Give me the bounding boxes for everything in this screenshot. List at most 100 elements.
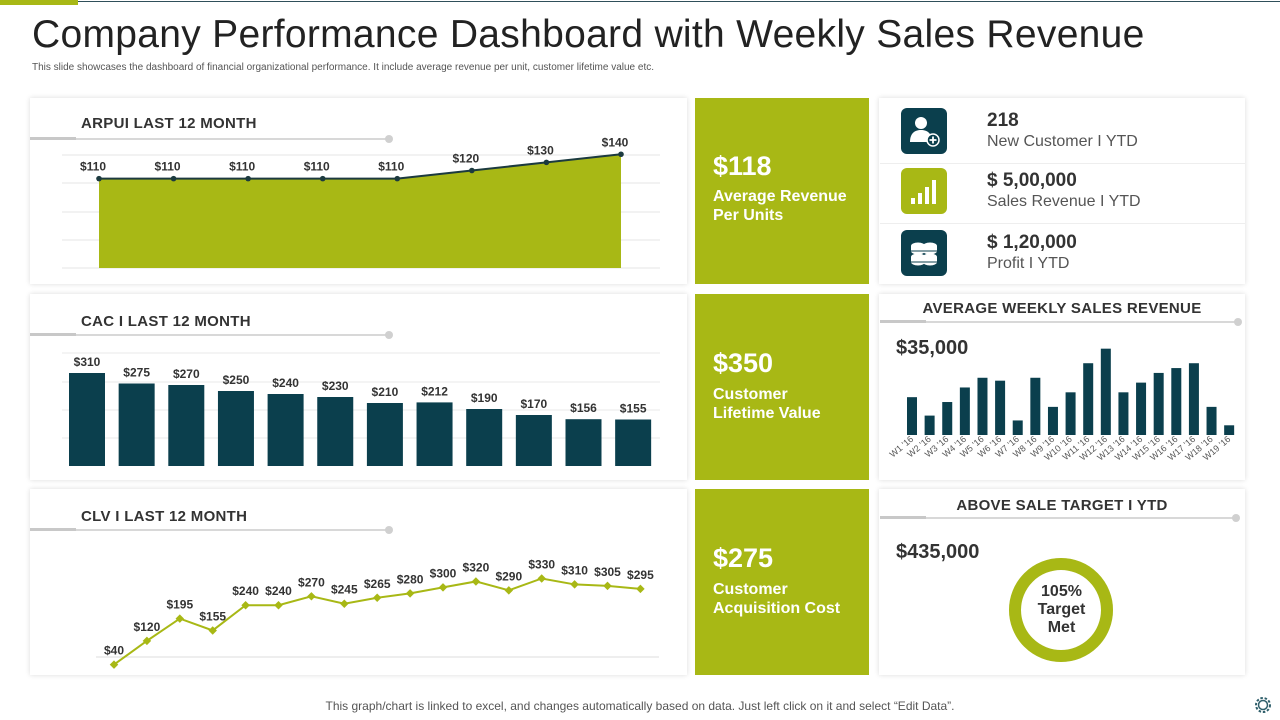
settings-gear-icon[interactable]	[1252, 694, 1274, 716]
clv-data-label: $195	[166, 598, 193, 612]
top-accent-bar	[0, 0, 78, 5]
title-underline	[880, 320, 1238, 323]
arpu-data-label: $110	[378, 160, 404, 174]
clv-data-label: $320	[463, 560, 490, 574]
weekly-bar	[1047, 406, 1058, 435]
page-title: Company Performance Dashboard with Weekl…	[32, 13, 1145, 56]
stat-new-customer-label: New Customer I YTD	[987, 133, 1138, 150]
stat-new-customer-value: 218	[987, 110, 1019, 131]
clv-data-label: $295	[627, 568, 654, 582]
stat-sales-revenue-value: $ 5,00,000	[987, 170, 1077, 191]
cac-chart-title: CAC I LAST 12 MONTH	[81, 313, 251, 330]
cac-bar	[69, 373, 105, 466]
cac-bar	[565, 419, 602, 466]
weekly-bar	[1083, 363, 1094, 435]
kpi-cac-label: Customer Acquisition Cost	[713, 581, 841, 617]
clv-point	[603, 581, 612, 591]
kpi-clv-tile: $350 Customer Lifetime Value	[695, 294, 869, 480]
arpu-point	[543, 159, 550, 166]
title-underline	[30, 333, 387, 336]
arpu-area-chart[interactable]: $110 $110 $110 $110 $110 $120 $130 $140	[30, 98, 687, 284]
clv-data-label: $40	[104, 644, 124, 658]
footnote: This graph/chart is linked to excel, and…	[325, 699, 955, 713]
stat-divider	[880, 223, 1245, 224]
clv-point	[372, 593, 382, 603]
cac-chart-card[interactable]: CAC I LAST 12 MONTH $310 $275 $270 $250 $240…	[30, 294, 687, 480]
kpi-arpu-label: Average Revenue Per Units	[713, 188, 847, 224]
title-underline	[30, 137, 387, 140]
cac-data-label: $275	[123, 366, 150, 380]
kpi-arpu-tile: $118 Average Revenue Per Units	[695, 98, 869, 284]
clv-data-label: $240	[265, 584, 292, 598]
arpu-chart-card[interactable]: ARPUI LAST 12 MONTH $110 $110 $110 $110 $110…	[30, 98, 687, 284]
top-rule	[78, 1, 1280, 2]
cac-bar	[168, 385, 205, 466]
clv-data-label: $300	[430, 566, 457, 580]
page-subtitle: This slide showcases the dashboard of fi…	[32, 62, 655, 73]
weekly-bar	[1136, 382, 1147, 435]
weekly-bar	[1188, 363, 1199, 435]
clv-point	[307, 592, 316, 601]
arpu-point	[245, 175, 251, 182]
weekly-bar	[977, 377, 988, 435]
cac-data-label: $212	[421, 384, 448, 398]
clv-point	[340, 599, 349, 608]
kpi-clv-value: $350	[713, 348, 774, 378]
kpi-arpu-value: $118	[713, 151, 772, 181]
weekly-bar	[942, 402, 953, 435]
cac-bar	[317, 397, 354, 466]
weekly-bar	[959, 387, 970, 435]
clv-data-label: $280	[397, 572, 424, 586]
cac-bar	[267, 394, 304, 466]
cac-bar	[615, 419, 652, 466]
arpu-point	[618, 151, 624, 158]
clv-point	[504, 586, 514, 595]
target-donut-chart[interactable]	[1006, 555, 1116, 665]
clv-point	[274, 600, 283, 610]
weekly-bar	[1224, 425, 1235, 435]
cac-data-label: $156	[570, 401, 597, 415]
weekly-bar	[1171, 368, 1182, 435]
weekly-bar	[1100, 348, 1111, 435]
clv-data-label: $155	[199, 609, 226, 623]
bar-chart-icon	[901, 168, 947, 214]
clv-chart-title: CLV I LAST 12 MONTH	[81, 508, 248, 525]
clv-data-label: $270	[298, 575, 325, 589]
weekly-sales-amount: $35,000	[896, 337, 969, 359]
kpi-cac-tile: $275 Customer Acquisition Cost	[695, 489, 869, 675]
clv-point	[175, 614, 185, 623]
target-percent: 105%	[1041, 583, 1082, 600]
weekly-bar	[1030, 377, 1041, 435]
kpi-clv-label: Customer Lifetime Value	[713, 386, 821, 422]
cac-data-label: $230	[322, 379, 349, 393]
title-dot	[1232, 514, 1240, 522]
arpu-data-label: $140	[602, 135, 629, 149]
stat-profit-value: $ 1,20,000	[987, 232, 1077, 253]
clv-data-label: $310	[561, 563, 588, 577]
sale-target-card[interactable]: ABOVE SALE TARGET I YTD $435,000	[879, 489, 1245, 675]
weekly-bar	[1065, 392, 1076, 435]
clv-point	[636, 584, 645, 594]
weekly-sales-card[interactable]: AVERAGE WEEKLY SALES REVENUE $35,000 W1 …	[879, 294, 1245, 480]
cac-data-label: $250	[223, 373, 250, 387]
arpu-line	[99, 153, 622, 180]
cac-bar-chart[interactable]: $310 $275 $270 $250 $240 $230 $210 $212 $190 $170…	[30, 294, 687, 480]
cac-data-label: $210	[372, 385, 399, 399]
clv-point	[142, 636, 152, 646]
clv-line-chart[interactable]: $40 $120 $195 $155 $240 $240 $270 $245 $265 $280 $…	[30, 489, 687, 675]
stat-sales-revenue: $ 5,00,000 Sales Revenue I YTD	[880, 160, 1245, 220]
arpu-point	[319, 175, 326, 182]
cac-data-label: $310	[74, 355, 101, 369]
clv-data-label: $245	[331, 583, 358, 597]
arpu-point	[394, 175, 401, 182]
clv-point	[570, 580, 579, 589]
stat-profit: $ 1,20,000 Profit I YTD	[880, 222, 1245, 282]
clv-data-label: $240	[232, 584, 259, 598]
cac-data-label: $240	[272, 376, 299, 390]
arpu-area	[99, 154, 621, 268]
title-underline	[880, 516, 1236, 519]
clv-chart-card[interactable]: CLV I LAST 12 MONTH $40 $120 $195 $155 $240 $…	[30, 489, 687, 675]
weekly-bar	[1012, 420, 1023, 435]
clv-data-label: $120	[134, 620, 161, 634]
